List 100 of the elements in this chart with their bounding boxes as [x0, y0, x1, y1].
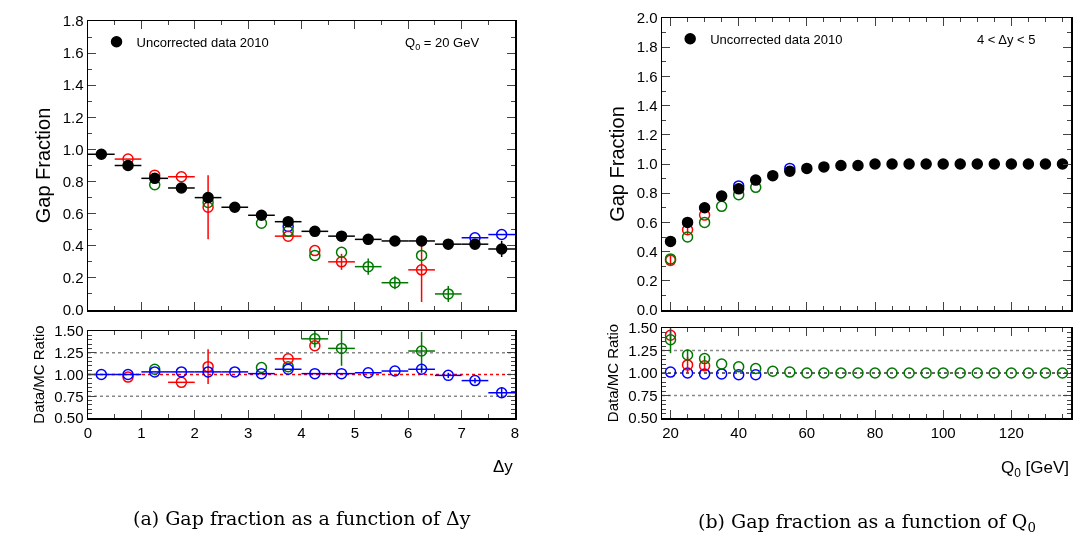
point — [362, 233, 374, 246]
y-tick-label: 1.2 — [62, 108, 84, 126]
point — [229, 201, 241, 213]
x-tick-label: 80 — [866, 423, 884, 441]
point — [835, 367, 847, 379]
point — [309, 333, 321, 345]
x-tick-label: 5 — [350, 423, 360, 441]
point — [920, 367, 932, 379]
point — [1022, 158, 1035, 170]
x-tick-label: 20 — [662, 423, 679, 441]
point — [335, 246, 348, 258]
point — [1056, 367, 1069, 379]
y-tick-label: 1.0 — [62, 140, 84, 158]
point — [971, 367, 984, 379]
y-tick-label: 0.6 — [636, 213, 658, 231]
point — [495, 243, 508, 255]
x-tick-label: 0 — [83, 423, 93, 441]
point — [698, 216, 711, 229]
y-tick-label: 1.2 — [636, 126, 658, 144]
point — [175, 366, 188, 378]
point — [835, 159, 847, 172]
point — [801, 162, 813, 175]
y-tick-label: 2.0 — [636, 9, 658, 27]
y-tick-label: 0.0 — [62, 301, 84, 319]
x-axis-title: Δy — [493, 457, 514, 476]
y-tick-label: 1.6 — [62, 44, 84, 62]
point — [1005, 158, 1018, 170]
point — [415, 345, 428, 357]
point — [255, 209, 268, 222]
point — [988, 158, 1001, 170]
point — [415, 264, 428, 276]
point — [664, 333, 677, 346]
point — [681, 216, 694, 229]
point — [335, 256, 348, 268]
point — [415, 249, 428, 262]
point — [767, 365, 779, 377]
y-tick-label: 0.75 — [628, 386, 658, 404]
point — [309, 249, 321, 262]
point — [715, 200, 728, 213]
point — [282, 215, 294, 228]
point — [664, 235, 677, 248]
x-tick-label: 7 — [457, 423, 466, 441]
point — [715, 190, 728, 202]
y-tick-label: 1.8 — [636, 38, 658, 56]
point — [681, 349, 694, 361]
point — [1056, 158, 1069, 170]
y-tick-label: 1.50 — [628, 319, 658, 337]
point — [715, 368, 728, 380]
point — [148, 172, 161, 185]
point — [335, 230, 348, 242]
point — [362, 367, 374, 379]
x-tick-label: 100 — [930, 423, 956, 441]
y-tick-label: 0.4 — [62, 237, 84, 255]
y-tick-label: 0.2 — [636, 272, 658, 290]
point — [732, 360, 745, 373]
point — [681, 359, 694, 371]
point — [202, 366, 214, 378]
point — [1022, 367, 1035, 379]
point — [698, 202, 711, 214]
point — [698, 368, 711, 380]
point — [469, 374, 481, 387]
y-axis-title: Gap Fraction — [32, 107, 55, 224]
y-tick-label: 1.25 — [54, 344, 84, 361]
y-axis-title: Data/MC Ratio — [29, 325, 47, 424]
point — [309, 367, 321, 380]
point — [988, 367, 1001, 379]
point — [175, 182, 188, 194]
point — [415, 363, 428, 376]
x-tick-label: 1 — [137, 423, 146, 441]
y-tick-label: 0.50 — [628, 409, 658, 427]
point — [886, 367, 898, 379]
y-tick-label: 0.6 — [62, 204, 84, 222]
point — [818, 367, 830, 379]
x-tick-label: 2 — [190, 423, 199, 441]
point — [95, 368, 108, 381]
y-tick-label: 0.0 — [636, 301, 658, 319]
point — [282, 353, 294, 365]
y-tick-label: 1.6 — [636, 67, 658, 85]
text: (a) Gap fraction as a function of Δy — [133, 507, 471, 529]
point — [309, 225, 321, 238]
point — [801, 367, 813, 379]
x-tick-label: 8 — [510, 423, 520, 441]
point — [95, 148, 108, 161]
point — [852, 159, 864, 172]
point — [698, 352, 711, 365]
point — [1005, 367, 1018, 379]
point — [122, 159, 134, 172]
y-tick-label: 0.75 — [54, 387, 84, 405]
x-tick-label: 3 — [243, 423, 253, 441]
text: (b) Gap fraction as a function of Q$_{0}$ — [698, 510, 1036, 533]
point — [818, 161, 830, 173]
point — [175, 376, 188, 389]
point — [681, 367, 694, 379]
point — [309, 244, 321, 257]
point — [869, 158, 881, 170]
point — [784, 366, 796, 378]
point — [852, 367, 864, 379]
point — [767, 169, 779, 182]
y-axis-title: Gap Fraction — [606, 106, 629, 222]
x-tick-label: 120 — [998, 423, 1024, 441]
